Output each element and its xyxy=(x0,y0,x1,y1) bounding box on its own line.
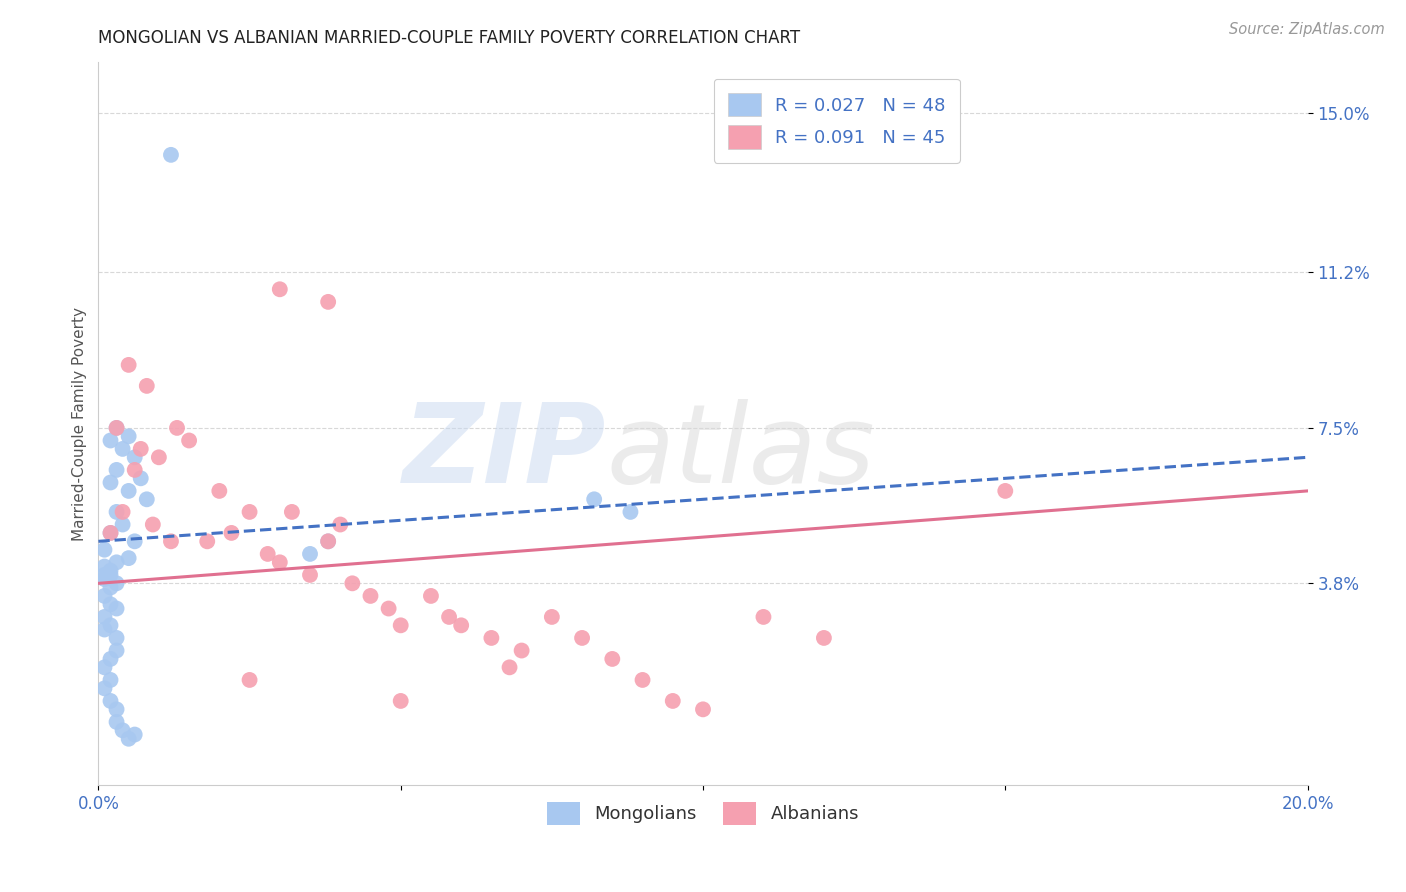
Point xyxy=(93,568,115,582)
Point xyxy=(420,589,443,603)
Point xyxy=(93,542,115,557)
Point xyxy=(498,660,520,674)
Point xyxy=(100,618,122,632)
Point xyxy=(256,547,278,561)
Point xyxy=(100,525,122,540)
Point xyxy=(124,727,146,741)
Point xyxy=(124,463,146,477)
Point xyxy=(450,618,472,632)
Point xyxy=(93,589,115,603)
Point xyxy=(160,534,183,549)
Point xyxy=(389,618,412,632)
Point xyxy=(208,483,231,498)
Point xyxy=(118,731,141,746)
Point xyxy=(142,517,165,532)
Point xyxy=(239,673,262,687)
Point xyxy=(105,421,128,435)
Point xyxy=(342,576,364,591)
Point xyxy=(100,475,122,490)
Text: ZIP: ZIP xyxy=(402,399,606,506)
Legend: Mongolians, Albanians: Mongolians, Albanians xyxy=(538,792,868,834)
Point xyxy=(111,505,134,519)
Text: atlas: atlas xyxy=(606,399,875,506)
Point xyxy=(118,483,141,498)
Point xyxy=(105,463,128,477)
Text: Source: ZipAtlas.com: Source: ZipAtlas.com xyxy=(1229,22,1385,37)
Point xyxy=(105,505,128,519)
Point xyxy=(239,505,262,519)
Point xyxy=(619,505,641,519)
Point xyxy=(571,631,593,645)
Point xyxy=(752,610,775,624)
Point xyxy=(316,534,339,549)
Point xyxy=(299,547,322,561)
Point xyxy=(105,555,128,569)
Point xyxy=(583,492,606,507)
Point xyxy=(329,517,352,532)
Point xyxy=(360,589,382,603)
Point xyxy=(118,551,141,566)
Point xyxy=(111,723,134,738)
Point xyxy=(100,564,122,578)
Point xyxy=(540,610,562,624)
Point xyxy=(389,694,412,708)
Point xyxy=(100,434,122,448)
Point xyxy=(510,643,533,657)
Point xyxy=(105,576,128,591)
Point xyxy=(124,534,146,549)
Point xyxy=(100,673,122,687)
Point xyxy=(93,610,115,624)
Point xyxy=(179,434,201,448)
Point xyxy=(631,673,654,687)
Point xyxy=(118,429,141,443)
Point xyxy=(316,534,339,549)
Point xyxy=(100,598,122,612)
Point xyxy=(129,442,152,456)
Point xyxy=(994,483,1017,498)
Point xyxy=(93,660,115,674)
Point xyxy=(111,442,134,456)
Point xyxy=(135,379,157,393)
Text: MONGOLIAN VS ALBANIAN MARRIED-COUPLE FAMILY POVERTY CORRELATION CHART: MONGOLIAN VS ALBANIAN MARRIED-COUPLE FAM… xyxy=(98,29,800,47)
Point xyxy=(124,450,146,465)
Point xyxy=(299,568,322,582)
Point xyxy=(93,681,115,696)
Point xyxy=(661,694,683,708)
Point xyxy=(100,581,122,595)
Point xyxy=(316,294,339,309)
Point xyxy=(813,631,835,645)
Point xyxy=(100,694,122,708)
Y-axis label: Married-Couple Family Poverty: Married-Couple Family Poverty xyxy=(72,307,87,541)
Point xyxy=(195,534,218,549)
Point xyxy=(105,643,128,657)
Point xyxy=(481,631,503,645)
Point xyxy=(105,714,128,729)
Point xyxy=(129,471,152,485)
Point xyxy=(281,505,304,519)
Point xyxy=(377,601,399,615)
Point xyxy=(692,702,714,716)
Point xyxy=(135,492,157,507)
Point xyxy=(221,525,243,540)
Point xyxy=(93,623,115,637)
Point xyxy=(269,555,291,569)
Point xyxy=(437,610,460,624)
Point xyxy=(100,652,122,666)
Point xyxy=(93,559,115,574)
Point xyxy=(105,702,128,716)
Point xyxy=(100,568,122,582)
Point xyxy=(105,421,128,435)
Point xyxy=(118,358,141,372)
Point xyxy=(160,148,183,162)
Point xyxy=(269,282,291,296)
Point xyxy=(602,652,624,666)
Point xyxy=(105,601,128,615)
Point xyxy=(100,525,122,540)
Point xyxy=(105,631,128,645)
Point xyxy=(148,450,170,465)
Point xyxy=(166,421,188,435)
Point xyxy=(111,517,134,532)
Point xyxy=(93,572,115,586)
